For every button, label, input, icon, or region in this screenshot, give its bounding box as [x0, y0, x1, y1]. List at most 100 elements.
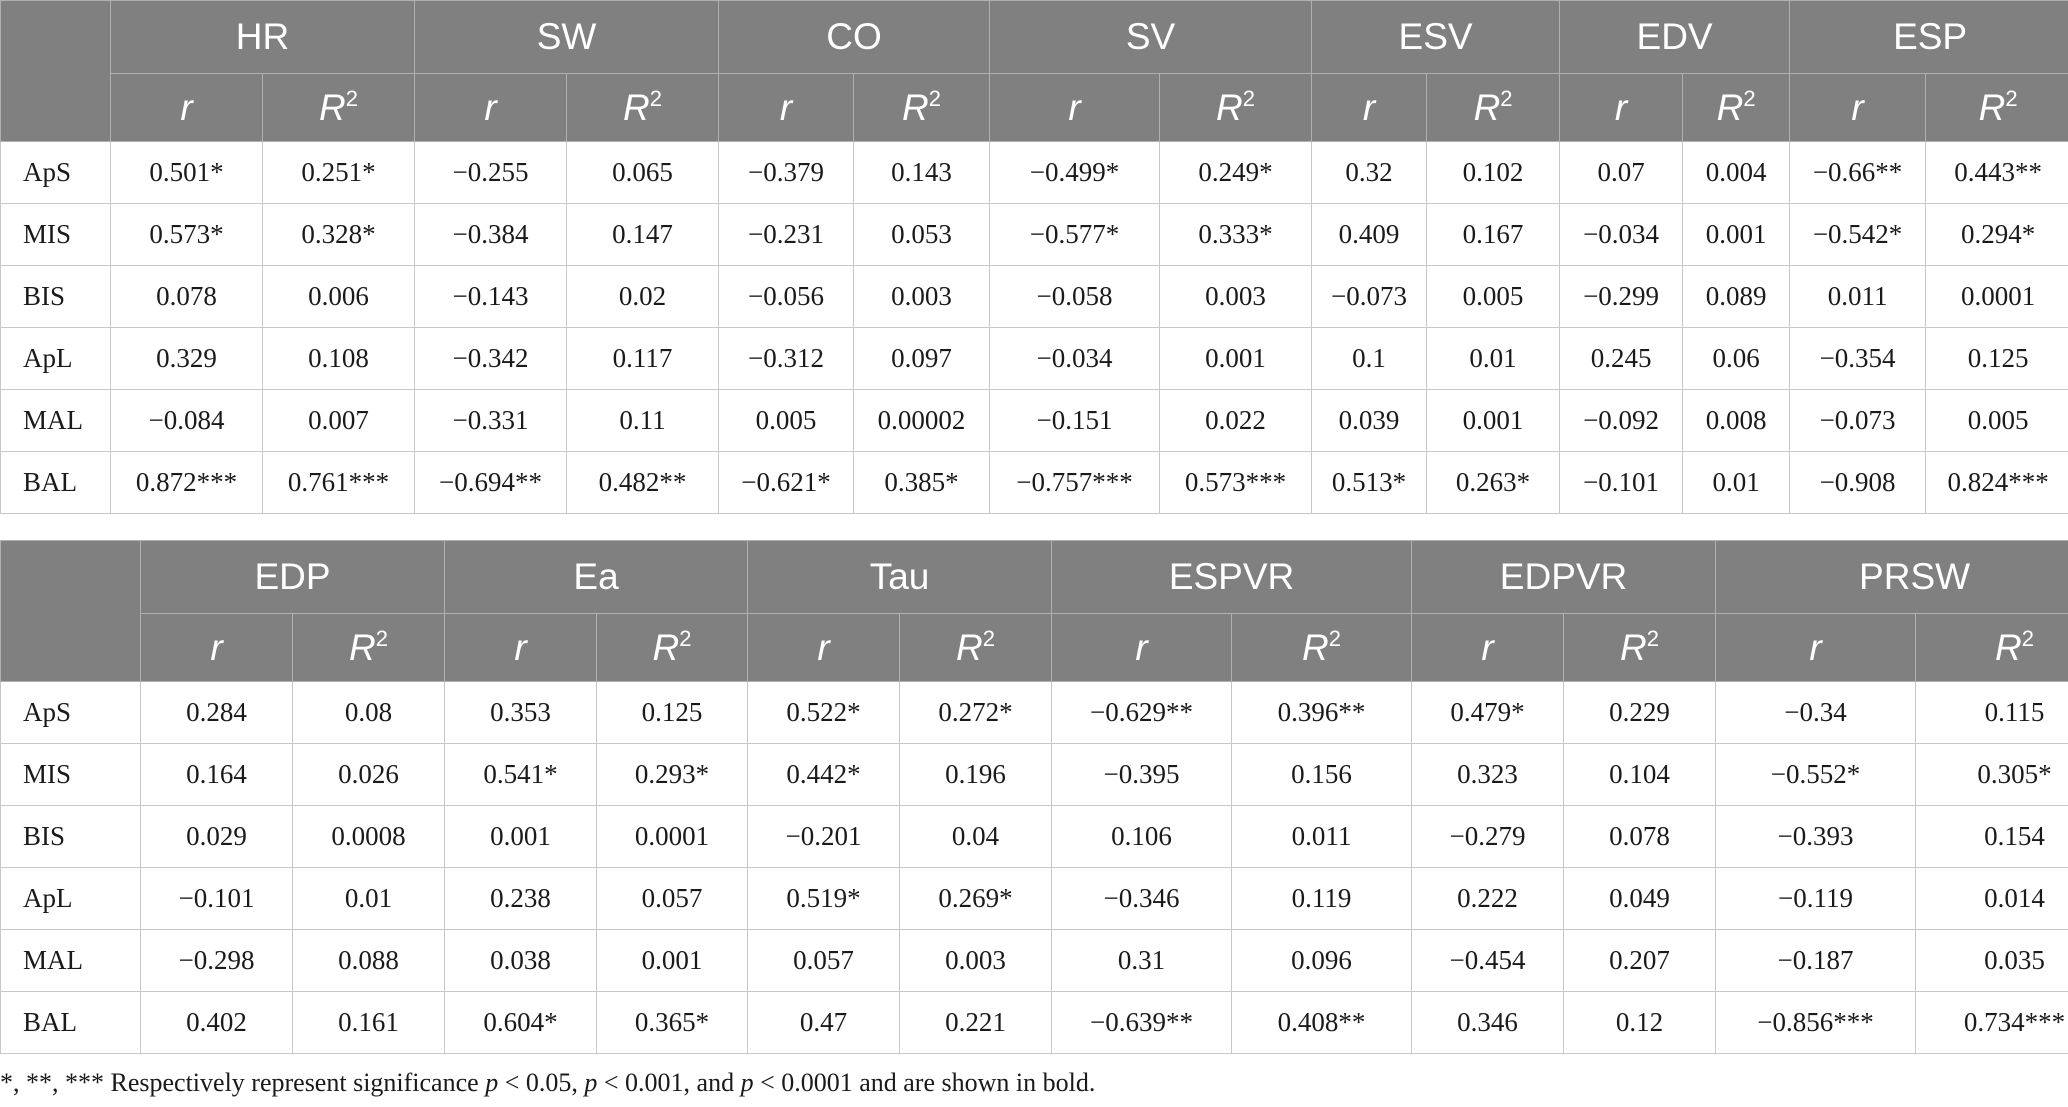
subheader-r: r	[718, 73, 855, 142]
subheader-r-squared: R2	[1159, 73, 1313, 142]
group-header-tau: Tau	[747, 540, 1053, 614]
table-cell: −0.395	[1051, 743, 1233, 806]
table-cell: 0.573*	[110, 203, 263, 266]
row-label: BAL	[0, 451, 111, 514]
table-cell: −0.073	[1789, 389, 1927, 452]
table-cell: −0.331	[414, 389, 568, 452]
table-cell: 0.245	[1559, 327, 1684, 390]
subheader-r: r	[1051, 613, 1233, 682]
table-cell: 0.408**	[1231, 991, 1413, 1054]
r-squared-base: R	[956, 626, 983, 668]
table-cell: −0.66**	[1789, 141, 1927, 204]
footnote-text-4: < 0.0001 and are shown in bold.	[753, 1068, 1096, 1097]
table-cell: 0.32	[1311, 141, 1428, 204]
table-row: MAL −0.084 0.007 −0.331 0.11 0.005 0.00002 −0.1…	[0, 389, 2068, 452]
table-cell: 0.31	[1051, 929, 1233, 992]
table-cell: −0.694**	[414, 451, 568, 514]
table-cell: 0.003	[853, 265, 991, 328]
table-cell: 0.442*	[747, 743, 901, 806]
table-cell: −0.034	[989, 327, 1161, 390]
table-cell: 0.156	[1231, 743, 1413, 806]
table-cell: −0.621*	[718, 451, 855, 514]
table-cell: 0.402	[140, 991, 293, 1054]
table-cell: 0.078	[1563, 805, 1717, 868]
footnote-text-1: *, **, *** Respectively represent signif…	[0, 1068, 486, 1097]
table-cell: 0.088	[291, 929, 446, 992]
table-cell: 0.001	[444, 805, 598, 868]
r-squared-exponent: 2	[1328, 625, 1342, 651]
table-cell: −0.312	[718, 327, 855, 390]
table-cell: 0.0008	[291, 805, 446, 868]
group-header-sw: SW	[414, 0, 720, 74]
table-cell: −0.384	[414, 203, 568, 266]
group-header-prsw: PRSW	[1715, 540, 2068, 614]
table-cell: 0.238	[444, 867, 598, 930]
table-cell: 0.01	[1426, 327, 1561, 390]
table-cell: 0.11	[566, 389, 720, 452]
table-cell: 0.161	[291, 991, 446, 1054]
subheader-r: r	[1311, 73, 1428, 142]
table-cell: −0.151	[989, 389, 1161, 452]
table-cell: 0.47	[747, 991, 901, 1054]
r-squared-exponent: 2	[679, 625, 692, 651]
table-cell: 0.294*	[1925, 203, 2068, 266]
table-cell: −0.201	[747, 805, 901, 868]
table-cell: 0.346	[1411, 991, 1565, 1054]
footnote-text-2: < 0.05,	[498, 1068, 585, 1097]
table-cell: −0.084	[110, 389, 263, 452]
table-cell: 0.221	[899, 991, 1053, 1054]
table-cell: 0.01	[291, 867, 446, 930]
table-cell: −0.354	[1789, 327, 1927, 390]
row-label: ApL	[0, 327, 111, 390]
row-label: ApS	[0, 681, 141, 744]
row-label: ApS	[0, 141, 111, 204]
table-cell: 0.196	[899, 743, 1053, 806]
header-corner	[0, 0, 111, 142]
table-cell: −0.757***	[989, 451, 1161, 514]
table-cell: 0.1	[1311, 327, 1428, 390]
table-cell: 0.125	[1925, 327, 2068, 390]
row-label: BIS	[0, 265, 111, 328]
table-cell: 0.08	[291, 681, 446, 744]
table-row: ApS 0.284 0.08 0.353 0.125 0.522* 0.272* −0.629…	[0, 681, 2068, 744]
table-cell: 0.396**	[1231, 681, 1413, 744]
table-cell: 0.01	[1682, 451, 1791, 514]
subheader-r-squared: R2	[853, 73, 991, 142]
table-cell: −0.856***	[1715, 991, 1917, 1054]
table-cell: −0.231	[718, 203, 855, 266]
group-header-ea: Ea	[444, 540, 749, 614]
table-cell: 0.328*	[261, 203, 416, 266]
table-cell: 0.065	[566, 141, 720, 204]
table-cell: 0.229	[1563, 681, 1717, 744]
table-cell: 0.003	[899, 929, 1053, 992]
table-cell: 0.353	[444, 681, 598, 744]
table-cell: 0.001	[1159, 327, 1313, 390]
r-squared-base: R	[1995, 626, 2022, 668]
subheader-r: r	[989, 73, 1161, 142]
table-cell: 0.164	[140, 743, 293, 806]
r-squared-exponent: 2	[1500, 85, 1513, 111]
table-row: MIS 0.164 0.026 0.541* 0.293* 0.442* 0.196 −0.3…	[0, 743, 2068, 806]
table-cell: 0.573***	[1159, 451, 1313, 514]
subheader-r-squared: R2	[596, 613, 749, 682]
table-cell: 0.06	[1682, 327, 1791, 390]
subheader-r-squared: R2	[1231, 613, 1413, 682]
group-header-esv: ESV	[1311, 0, 1561, 74]
table-cell: 0.053	[853, 203, 991, 266]
group-header-esp: ESP	[1789, 0, 2068, 74]
table-row: ApL −0.101 0.01 0.238 0.057 0.519* 0.269* −0.34…	[0, 867, 2068, 930]
table-cell: 0.167	[1426, 203, 1561, 266]
table-cell: 0.513*	[1311, 451, 1428, 514]
table-cell: 0.026	[291, 743, 446, 806]
group-header-edp: EDP	[139, 540, 446, 614]
table-cell: −0.034	[1559, 203, 1684, 266]
table-cell: −0.639**	[1051, 991, 1233, 1054]
r-squared-base: R	[623, 86, 650, 128]
table-cell: −0.279	[1411, 805, 1565, 868]
table-row: BAL 0.872*** 0.761*** −0.694** 0.482** −0.621…	[0, 451, 2068, 514]
table-cell: −0.379	[718, 141, 855, 204]
r-squared-base: R	[349, 626, 376, 668]
table-cell: 0.07	[1559, 141, 1684, 204]
subheader-r-squared: R2	[899, 613, 1053, 682]
table-cell: 0.482**	[566, 451, 720, 514]
